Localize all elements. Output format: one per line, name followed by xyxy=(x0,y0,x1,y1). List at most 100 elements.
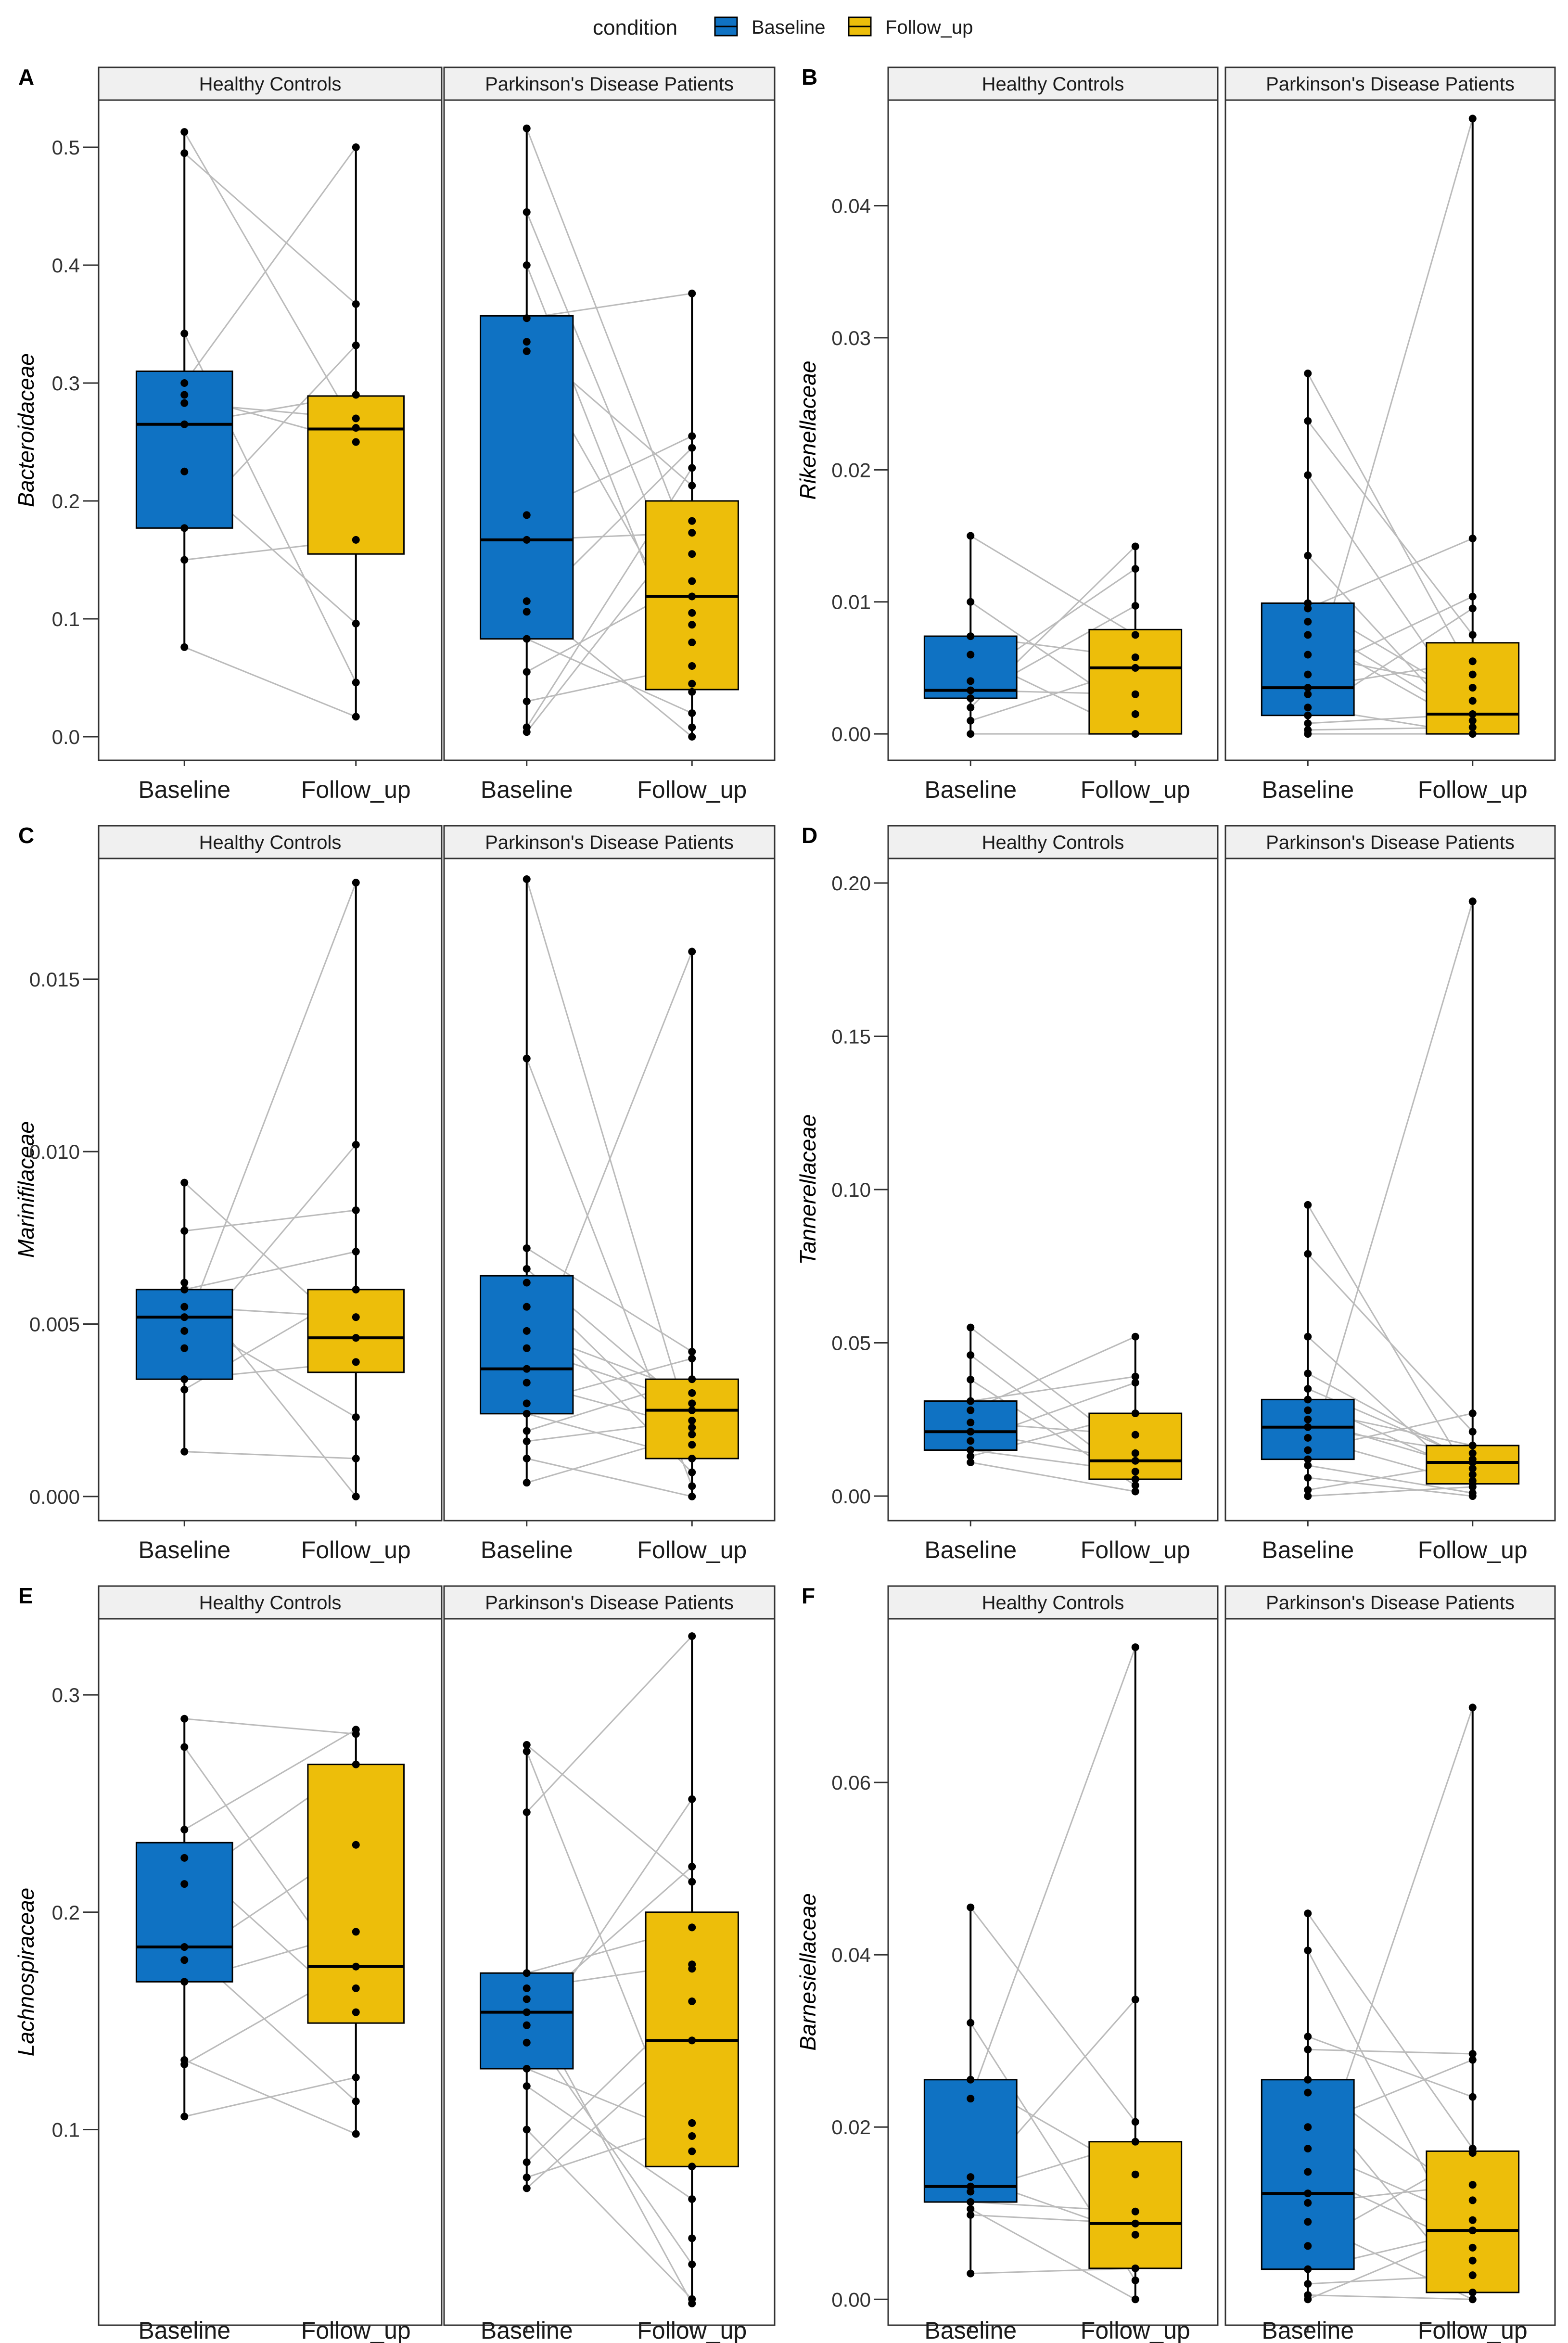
data-point xyxy=(1131,1431,1139,1439)
data-point xyxy=(352,1492,360,1500)
y-tick-label: 0.000 xyxy=(29,1485,80,1508)
data-point xyxy=(180,399,189,407)
pair-line xyxy=(1308,2049,1473,2055)
data-point xyxy=(1468,1428,1477,1436)
facet-healthy-controls: Healthy Controls Baseline Follow_up xyxy=(887,825,1219,1563)
data-point xyxy=(352,713,360,721)
box-baseline xyxy=(480,315,574,640)
data-point xyxy=(1304,2242,1312,2250)
panel-letter: A xyxy=(18,64,34,90)
data-point xyxy=(1304,2075,1312,2084)
data-point xyxy=(523,1379,531,1387)
data-point xyxy=(1304,2218,1312,2226)
data-point xyxy=(1304,471,1312,479)
data-point xyxy=(180,1313,189,1321)
data-point xyxy=(523,2158,531,2166)
data-point xyxy=(967,1419,975,1427)
data-point xyxy=(352,391,360,399)
x-tick-label: Baseline xyxy=(1262,2317,1354,2343)
panel-b: B Rikenellaceae 0.00 0.01 0.02 0.03 0.04 Health… xyxy=(795,64,1556,803)
x-tick-label: Follow_up xyxy=(637,1536,747,1563)
y-axis-label: Rikenellaceae xyxy=(795,361,820,500)
data-point xyxy=(688,482,696,490)
data-point xyxy=(180,1854,189,1862)
data-point xyxy=(1304,2033,1312,2041)
facet-healthy-controls: Healthy Controls Baseline Follow_up xyxy=(887,66,1219,803)
pair-line xyxy=(184,1209,356,1232)
x-tick-label: Baseline xyxy=(924,1536,1017,1563)
data-point xyxy=(967,2095,975,2103)
data-point xyxy=(1131,1468,1139,1476)
data-point xyxy=(1468,2271,1477,2279)
plot-frame xyxy=(98,858,443,1522)
data-point xyxy=(352,2097,360,2105)
y-tick-label: 0.00 xyxy=(831,1485,871,1508)
data-point xyxy=(352,1206,360,1214)
box-baseline xyxy=(1261,2079,1355,2270)
data-point xyxy=(1304,1461,1312,1470)
y-tick-label: 0.02 xyxy=(831,459,871,481)
plot-frame xyxy=(887,1618,1219,2326)
data-point xyxy=(688,1965,696,1973)
data-point xyxy=(967,2019,975,2027)
data-point xyxy=(1468,115,1477,123)
data-point xyxy=(523,2008,531,2016)
pair-line xyxy=(1307,420,1473,636)
data-point xyxy=(1131,1996,1139,2004)
data-point xyxy=(352,1984,360,1992)
data-point xyxy=(688,432,696,440)
data-point xyxy=(1468,657,1477,666)
data-point xyxy=(688,550,696,558)
data-point xyxy=(967,651,975,659)
data-point xyxy=(523,668,531,676)
data-point xyxy=(967,2269,975,2278)
data-point xyxy=(352,1760,360,1768)
data-point xyxy=(688,529,696,537)
data-point xyxy=(688,733,696,741)
data-point xyxy=(688,639,696,646)
data-point xyxy=(180,467,189,475)
data-point xyxy=(1131,602,1139,610)
data-point xyxy=(688,1399,696,1408)
data-point xyxy=(352,438,360,446)
data-point xyxy=(1468,1492,1477,1500)
data-point xyxy=(1468,1703,1477,1712)
data-point xyxy=(967,1406,975,1414)
data-point xyxy=(180,1279,189,1287)
data-point xyxy=(688,1632,696,1640)
x-tick-label: Follow_up xyxy=(1418,1536,1528,1563)
pair-line xyxy=(526,1247,693,1353)
data-point xyxy=(688,1878,696,1886)
x-tick-label: Follow_up xyxy=(301,1536,411,1563)
pair-line xyxy=(526,1636,693,1813)
data-point xyxy=(1304,1201,1312,1209)
data-point xyxy=(688,2147,696,2155)
data-point xyxy=(1304,690,1312,698)
y-axis-label: Lachnospiraceae xyxy=(13,1888,38,2056)
data-point xyxy=(1304,1250,1312,1258)
data-point xyxy=(688,679,696,688)
data-point xyxy=(352,1730,360,1738)
data-point xyxy=(688,1795,696,1803)
pair-line xyxy=(970,1336,1136,1411)
data-point xyxy=(523,1747,531,1755)
data-point xyxy=(1468,2056,1477,2064)
data-point xyxy=(180,149,189,157)
plot-frame xyxy=(1224,99,1556,761)
data-point xyxy=(523,1437,531,1446)
data-point xyxy=(180,128,189,136)
data-point xyxy=(688,1482,696,1490)
panel-letter: D xyxy=(802,823,817,848)
data-point xyxy=(1468,2295,1477,2304)
data-point xyxy=(688,1923,696,1932)
facet-title: Parkinson's Disease Patients xyxy=(485,74,734,95)
pair-line xyxy=(183,882,357,1332)
data-point xyxy=(688,709,696,717)
plot-frame xyxy=(1224,858,1556,1522)
data-point xyxy=(523,1344,531,1352)
data-point xyxy=(1131,1372,1139,1381)
y-tick-label: 0.20 xyxy=(831,872,871,895)
data-point xyxy=(352,143,360,151)
data-point xyxy=(688,2132,696,2140)
x-tick-label: Follow_up xyxy=(1418,776,1528,803)
